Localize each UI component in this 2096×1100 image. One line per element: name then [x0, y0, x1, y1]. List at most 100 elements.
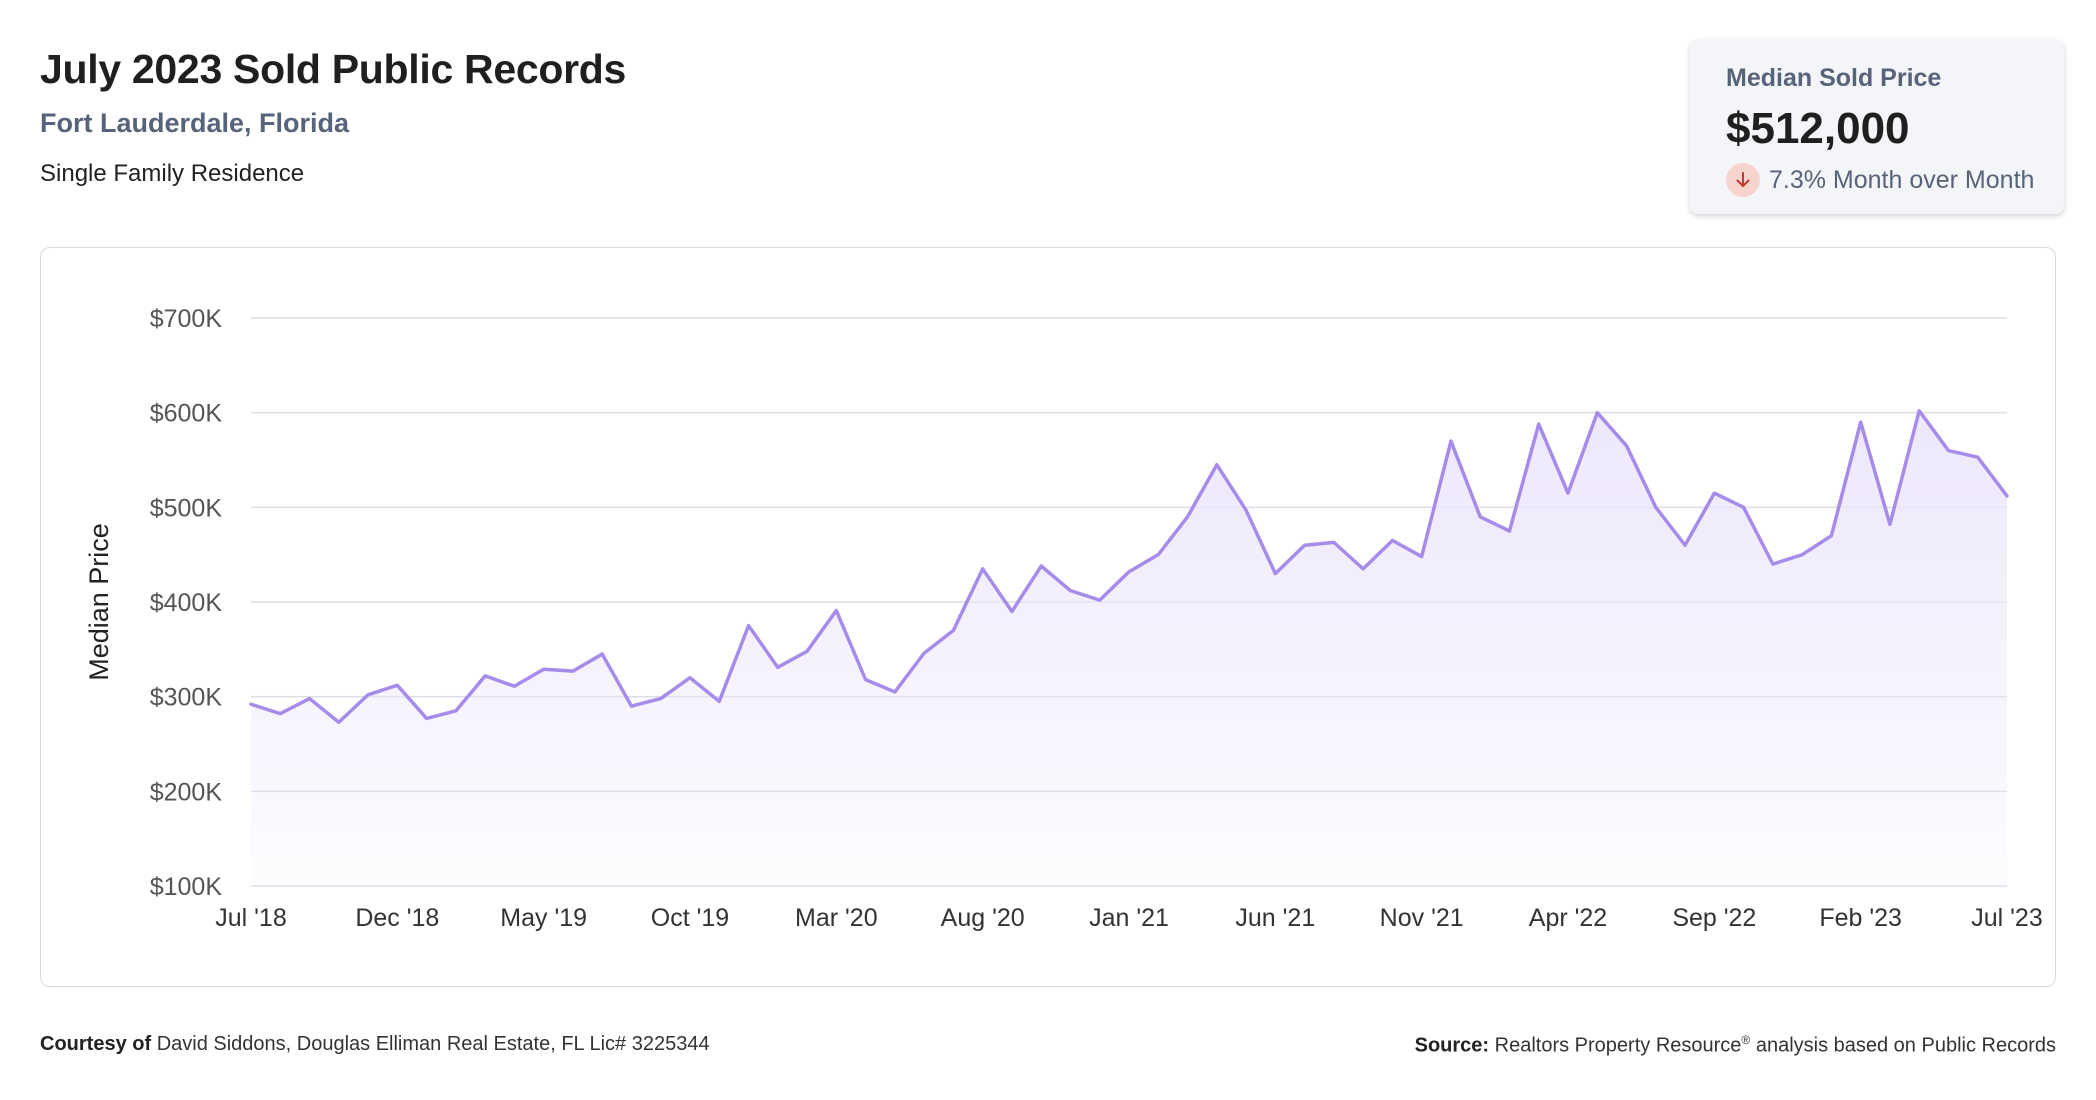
- source-text: Realtors Property Resource: [1494, 1034, 1742, 1057]
- source-label: Source:: [1414, 1034, 1490, 1057]
- property-type-label: Single Family Residence: [40, 160, 305, 187]
- source-text-after: analysis based on Public Records: [1750, 1034, 2056, 1057]
- data-point: [1742, 505, 1746, 509]
- x-tick-label: Apr '22: [1529, 904, 1607, 932]
- x-tick-label: May '19: [500, 904, 587, 932]
- x-tick-label: Jul '23: [1971, 904, 2042, 932]
- source-footer: Source: Realtors Property Resource® anal…: [1415, 1033, 2056, 1058]
- stat-change: 7.3% Month over Month: [1726, 162, 2034, 198]
- data-point: [1244, 508, 1248, 512]
- courtesy-text: David Siddons, Douglas Elliman Real Esta…: [156, 1033, 710, 1055]
- data-point: [1156, 553, 1160, 557]
- data-point: [629, 704, 633, 708]
- data-point: [1829, 534, 1833, 538]
- courtesy-footer: Courtesy of David Siddons, Douglas Ellim…: [40, 1033, 710, 1056]
- data-point: [542, 667, 546, 671]
- data-point: [1976, 455, 1980, 459]
- data-point: [425, 716, 429, 720]
- y-tick-label: $700K: [150, 305, 223, 333]
- data-point: [1595, 411, 1599, 415]
- data-point: [922, 651, 926, 655]
- data-point: [600, 652, 604, 656]
- data-point: [2005, 494, 2009, 498]
- y-tick-label: $200K: [150, 778, 223, 806]
- location-subtitle: Fort Lauderdale, Florida: [40, 108, 350, 138]
- y-tick-label: $100K: [150, 873, 223, 901]
- data-point: [893, 690, 897, 694]
- price-series-line: [249, 409, 2009, 724]
- data-point: [395, 683, 399, 687]
- data-point: [1800, 553, 1804, 557]
- data-point: [1537, 422, 1541, 426]
- data-point: [1654, 505, 1658, 509]
- data-point: [747, 624, 751, 628]
- x-tick-label: Feb '23: [1819, 904, 1902, 932]
- data-point: [1449, 439, 1453, 443]
- data-point: [864, 678, 868, 682]
- data-point: [1625, 444, 1629, 448]
- data-point: [278, 712, 282, 716]
- data-point: [1917, 409, 1921, 413]
- y-tick-label: $400K: [150, 589, 223, 617]
- registered-mark: ®: [1741, 1033, 1751, 1047]
- y-tick-label: $500K: [150, 494, 223, 522]
- x-tick-label: Dec '18: [355, 904, 439, 932]
- data-point: [1712, 491, 1716, 495]
- stat-label: Median Sold Price: [1726, 64, 1942, 92]
- arrow-down-icon: [1726, 163, 1760, 197]
- courtesy-label: Courtesy of: [40, 1033, 152, 1055]
- data-point: [805, 649, 809, 653]
- data-point: [1946, 449, 1950, 453]
- data-point: [1273, 572, 1277, 576]
- data-point: [776, 665, 780, 669]
- page-title: July 2023 Sold Public Records: [40, 46, 627, 92]
- data-point: [308, 697, 312, 701]
- data-point: [1010, 609, 1014, 613]
- x-tick-label: Jul '18: [215, 904, 286, 932]
- data-point: [1039, 564, 1043, 568]
- data-point: [1507, 529, 1511, 533]
- data-point: [1127, 570, 1131, 574]
- data-point: [1303, 543, 1307, 547]
- data-point: [1566, 491, 1570, 495]
- x-tick-label: Jan '21: [1089, 904, 1169, 932]
- y-tick-label: $300K: [150, 684, 223, 712]
- data-point: [981, 567, 985, 571]
- data-point: [951, 628, 955, 632]
- y-axis-label: Median Price: [84, 523, 114, 681]
- data-point: [717, 699, 721, 703]
- x-tick-label: Sep '22: [1672, 904, 1756, 932]
- data-point: [454, 709, 458, 713]
- data-point: [1888, 522, 1892, 526]
- x-tick-label: Oct '19: [651, 904, 729, 932]
- data-point: [1683, 543, 1687, 547]
- data-point: [1390, 538, 1394, 542]
- data-point: [1186, 515, 1190, 519]
- data-point: [483, 674, 487, 678]
- data-point: [366, 693, 370, 697]
- data-point: [1420, 555, 1424, 559]
- data-point: [659, 697, 663, 701]
- x-tick-label: Mar '20: [795, 904, 878, 932]
- x-tick-label: Aug '20: [941, 904, 1025, 932]
- data-point: [249, 702, 253, 706]
- data-point: [834, 609, 838, 613]
- area-fill: [251, 410, 2007, 886]
- y-tick-label: $600K: [150, 400, 223, 428]
- x-tick-label: Jun '21: [1235, 904, 1315, 932]
- data-point: [1361, 567, 1365, 571]
- data-point: [1771, 562, 1775, 566]
- data-point: [1215, 463, 1219, 467]
- data-point: [1478, 515, 1482, 519]
- data-point: [1332, 540, 1336, 544]
- median-price-card: Median Sold Price $512,000 7.3% Month ov…: [1690, 40, 2064, 214]
- data-point: [512, 684, 516, 688]
- data-point: [1068, 589, 1072, 593]
- stat-change-text: 7.3% Month over Month: [1769, 165, 2035, 194]
- data-point: [688, 676, 692, 680]
- stat-value: $512,000: [1726, 104, 1910, 153]
- x-tick-label: Nov '21: [1380, 904, 1464, 932]
- data-point: [1859, 420, 1863, 424]
- data-point: [1098, 598, 1102, 602]
